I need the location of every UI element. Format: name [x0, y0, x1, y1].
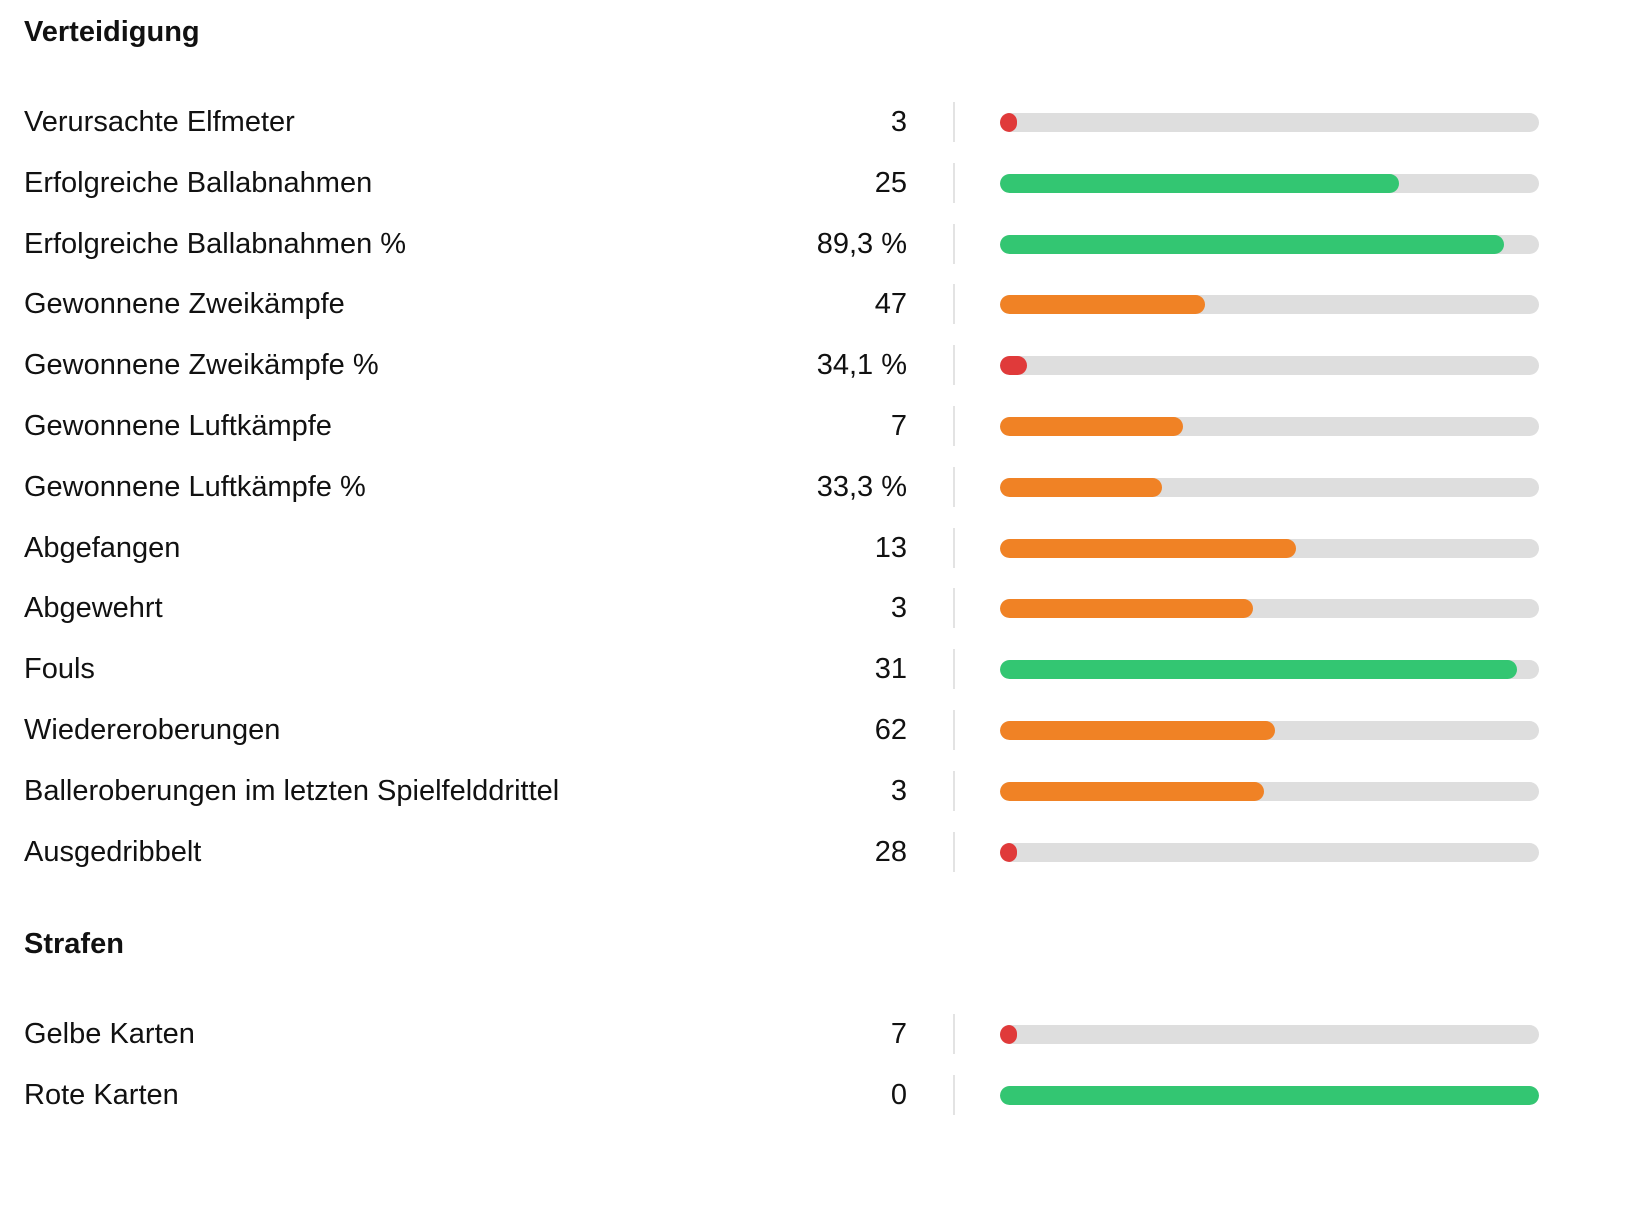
stat-value: 47: [874, 288, 907, 321]
stat-value: 7: [890, 1018, 907, 1050]
stat-label: Wiedereroberungen: [24, 714, 281, 746]
progress-bar-fill: [1000, 295, 1205, 315]
row-divider: [953, 649, 955, 690]
stat-row: Gewonnene Zweikämpfe % 34,1 %: [0, 335, 1651, 396]
stat-label: Verursachte Elfmeter: [24, 106, 295, 138]
progress-bar-track: [1000, 1085, 1539, 1105]
stat-row: Balleroberungen im letzten Spielfelddrit…: [0, 761, 1651, 822]
stat-row: Rote Karten 0: [0, 1065, 1651, 1126]
progress-bar-track: [1000, 538, 1539, 558]
progress-bar-fill: [1000, 356, 1027, 376]
section-title-verteidigung: Verteidigung: [24, 16, 200, 48]
stat-value: 34,1 %: [816, 349, 907, 382]
progress-bar-track: [1000, 660, 1539, 680]
row-divider: [953, 223, 955, 264]
progress-bar-fill: [1000, 113, 1017, 132]
stat-label: Fouls: [24, 653, 95, 686]
progress-bar-fill: [1000, 660, 1517, 680]
stat-row: Abgewehrt 3: [0, 578, 1651, 639]
stat-value: 62: [874, 714, 907, 746]
row-divider: [953, 1074, 955, 1115]
progress-bar-fill: [1000, 721, 1275, 740]
stat-row: Erfolgreiche Ballabnahmen 25: [0, 153, 1651, 214]
stat-row: Gewonnene Zweikämpfe 47: [0, 274, 1651, 335]
stat-label: Balleroberungen im letzten Spielfelddrit…: [24, 774, 560, 807]
row-divider: [953, 162, 955, 203]
row-divider: [953, 831, 955, 872]
progress-bar-track: [1000, 234, 1539, 254]
progress-bar-track: [1000, 721, 1539, 740]
stat-row: Ausgedribbelt 28: [0, 822, 1651, 883]
stat-label: Erfolgreiche Ballabnahmen: [24, 166, 373, 199]
stat-row: Erfolgreiche Ballabnahmen % 89,3 %: [0, 214, 1651, 275]
stat-value: 28: [874, 835, 907, 868]
stat-row: Verursachte Elfmeter 3: [0, 92, 1651, 153]
stat-value: 13: [874, 531, 907, 564]
stat-value: 25: [874, 166, 907, 199]
progress-bar-track: [1000, 356, 1539, 376]
stat-label: Gelbe Karten: [24, 1018, 195, 1050]
stat-label: Gewonnene Luftkämpfe: [24, 410, 332, 442]
progress-bar-fill: [1000, 1085, 1539, 1105]
stat-row: Wiedereroberungen 62: [0, 700, 1651, 761]
progress-bar-fill: [1000, 1025, 1017, 1044]
stat-value: 89,3 %: [816, 227, 907, 260]
progress-bar-track: [1000, 113, 1539, 132]
progress-bar-track: [1000, 173, 1539, 193]
row-divider: [953, 466, 955, 507]
progress-bar-track: [1000, 781, 1539, 801]
stat-row: Gewonnene Luftkämpfe 7: [0, 396, 1651, 457]
row-divider: [953, 1014, 955, 1054]
progress-bar-fill: [1000, 234, 1504, 254]
progress-bar-track: [1000, 477, 1539, 497]
progress-bar-fill: [1000, 477, 1162, 497]
stat-row: Gewonnene Luftkämpfe % 33,3 %: [0, 457, 1651, 518]
row-divider: [953, 710, 955, 750]
stat-label: Abgewehrt: [24, 592, 163, 625]
stat-row: Fouls 31: [0, 639, 1651, 700]
stat-label: Gewonnene Zweikämpfe: [24, 288, 345, 321]
stat-value: 3: [890, 774, 907, 807]
row-divider: [953, 102, 955, 142]
row-divider: [953, 284, 955, 325]
progress-bar-track: [1000, 599, 1539, 619]
row-divider: [953, 345, 955, 386]
stat-label: Gewonnene Zweikämpfe %: [24, 349, 379, 382]
stat-row: Abgefangen 13: [0, 518, 1651, 579]
row-divider: [953, 406, 955, 446]
progress-bar-track: [1000, 842, 1539, 862]
row-divider: [953, 770, 955, 811]
progress-bar-fill: [1000, 781, 1264, 801]
section-title-strafen: Strafen: [24, 928, 124, 960]
progress-bar-fill: [1000, 417, 1183, 436]
stat-label: Ausgedribbelt: [24, 835, 202, 868]
stat-value: 33,3 %: [816, 470, 907, 503]
progress-bar-fill: [1000, 842, 1017, 862]
stat-label: Rote Karten: [24, 1078, 179, 1111]
stat-value: 3: [890, 592, 907, 625]
stat-label: Erfolgreiche Ballabnahmen %: [24, 227, 407, 260]
stat-value: 0: [890, 1078, 907, 1111]
stat-label: Gewonnene Luftkämpfe %: [24, 470, 366, 503]
progress-bar-track: [1000, 1025, 1539, 1044]
row-divider: [953, 527, 955, 568]
progress-bar-fill: [1000, 599, 1253, 619]
progress-bar-fill: [1000, 538, 1296, 558]
progress-bar-track: [1000, 295, 1539, 315]
progress-bar-fill: [1000, 173, 1399, 193]
stat-value: 3: [890, 106, 907, 138]
stat-value: 7: [890, 410, 907, 442]
progress-bar-track: [1000, 417, 1539, 436]
stat-row: Gelbe Karten 7: [0, 1004, 1651, 1065]
stat-value: 31: [874, 653, 907, 686]
row-divider: [953, 588, 955, 629]
stat-label: Abgefangen: [24, 531, 181, 564]
